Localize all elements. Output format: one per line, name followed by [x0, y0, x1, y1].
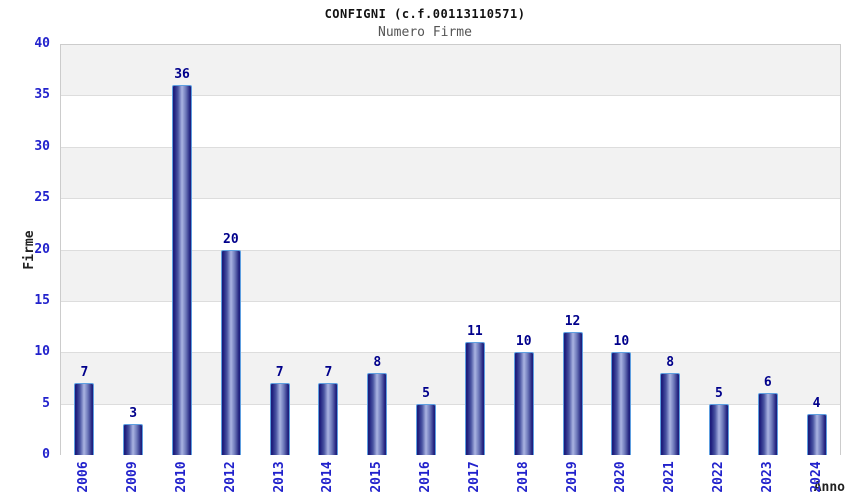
y-tick-label: 40	[34, 36, 50, 51]
bar-value-label: 5	[715, 385, 723, 401]
bar-value-label: 3	[129, 406, 138, 422]
y-tick-label: 25	[34, 190, 50, 206]
y-tick-label: 0	[42, 447, 50, 462]
x-tick-label: 2024	[808, 461, 824, 493]
chart-subtitle: Numero Firme	[378, 25, 472, 40]
bar-value-label: 7	[275, 365, 284, 381]
y-tick-label: 35	[34, 87, 50, 103]
x-tick-label: 2013	[271, 461, 287, 493]
x-tick-label: 2018	[515, 461, 531, 493]
bar-value-label: 8	[666, 354, 675, 370]
bar-2009	[123, 424, 144, 455]
gridline	[61, 300, 840, 302]
chart-title: CONFIGNI (c.f.00113110571)	[324, 7, 526, 21]
y-tick-label: 15	[34, 292, 50, 308]
x-tick-label: 2009	[125, 461, 141, 493]
x-tick-label: 2022	[710, 461, 726, 493]
gridline	[61, 249, 840, 251]
x-tick-label: 2014	[320, 461, 336, 493]
y-tick-label: 10	[34, 344, 50, 360]
x-tick-label: 2015	[369, 461, 385, 493]
gridline	[61, 198, 840, 200]
bar-2021	[660, 372, 681, 455]
x-tick-label: 2020	[613, 461, 629, 493]
y-tick-label: 30	[34, 138, 50, 154]
bar-2006	[74, 383, 95, 455]
bar-2022	[708, 403, 729, 455]
bar-value-label: 12	[564, 313, 581, 329]
bar-value-label: 10	[613, 334, 630, 350]
bar-2020	[611, 352, 632, 455]
bar-value-label: 10	[515, 334, 532, 350]
bar-value-label: 5	[422, 385, 430, 401]
bar-value-label: 11	[467, 323, 483, 339]
gridline	[61, 95, 840, 97]
bar-2024	[806, 413, 827, 455]
gridline	[61, 403, 840, 405]
x-tick-label: 2016	[418, 461, 434, 493]
x-tick-label: 2012	[222, 461, 238, 493]
bar-2018	[513, 352, 534, 455]
bar-2016	[416, 403, 437, 455]
bar-value-label: 6	[763, 375, 772, 391]
bar-2013	[269, 383, 290, 455]
x-tick-label: 2010	[174, 461, 190, 493]
x-tick-label: 2006	[76, 461, 92, 493]
y-tick-label: 20	[34, 241, 50, 257]
bar-value-label: 8	[373, 354, 382, 370]
gridline	[61, 146, 840, 148]
bar-2017	[464, 341, 485, 455]
bar-2014	[318, 383, 339, 455]
bar-value-label: 7	[324, 365, 333, 381]
x-tick-label: 2023	[759, 461, 775, 493]
bar-value-label: 20	[223, 231, 239, 247]
bar-2010	[172, 85, 193, 455]
x-tick-label: 2019	[564, 461, 580, 493]
x-tick-label: 2017	[466, 461, 482, 493]
y-tick-label: 5	[42, 395, 50, 411]
bar-value-label: 4	[812, 395, 821, 411]
gridline	[61, 352, 840, 354]
bar-value-label: 7	[80, 365, 89, 381]
x-axis-label: Anno	[813, 480, 845, 495]
bar-value-label: 36	[174, 67, 190, 83]
bar-2019	[562, 331, 583, 455]
bar-2015	[367, 372, 388, 455]
bar-2012	[220, 249, 241, 455]
x-tick-label: 2021	[662, 461, 678, 493]
bar-2023	[757, 393, 778, 455]
